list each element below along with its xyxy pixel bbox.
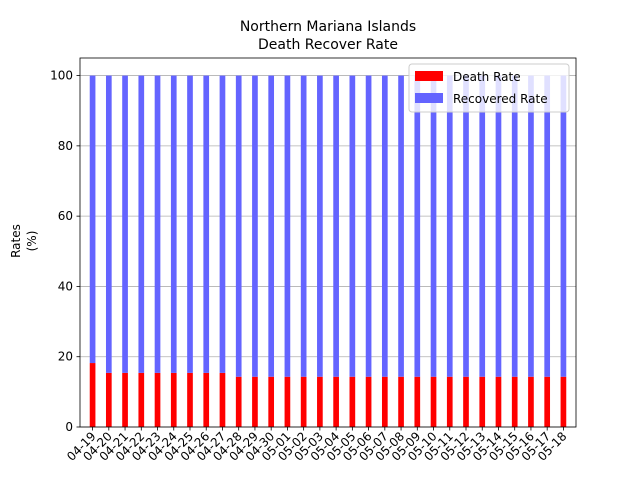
bar-recovered-rate [170,75,177,373]
bar-recovered-rate [349,75,356,377]
bar-recovered-rate [528,75,534,377]
y-tick-label: 60 [58,209,73,223]
bar-death-rate [203,372,210,427]
legend: Death Rate Recovered Rate [408,63,570,113]
axes [79,57,577,428]
legend-box [408,63,570,113]
bar-recovered-rate [365,75,372,377]
bar-death-rate [154,372,161,427]
legend-swatch [415,71,443,81]
bar-death-rate [528,376,534,427]
y-tick-label: 0 [65,420,73,434]
legend-label: Recovered Rate [453,92,548,106]
bar-recovered-rate [495,75,502,377]
bar-recovered-rate [284,75,291,377]
bar-recovered-rate [203,75,210,373]
bar-recovered-rate [463,75,469,377]
legend-swatch [415,93,443,103]
bar-recovered-rate [187,75,193,373]
bar-death-rate [511,376,518,427]
bar-death-rate [187,372,193,427]
bar-death-rate [219,372,226,427]
bar-death-rate [268,376,275,427]
x-ticks: 04-1904-2004-2104-2204-2304-2404-2504-26… [64,427,570,464]
bar-recovered-rate [105,75,112,373]
bar-recovered-rate [317,75,323,377]
bar-recovered-rate [560,75,567,377]
bar-death-rate [284,376,291,427]
bar-death-rate [138,372,145,427]
y-axis-label-text: Rates [9,224,23,258]
chart-title: Northern Mariana Islands [240,19,416,35]
bar-recovered-rate [446,75,453,377]
y-tick-label: 20 [58,350,73,364]
bar-death-rate [235,376,242,427]
bar-death-rate [317,376,323,427]
bar-death-rate [252,376,258,427]
y-ticks: 0 20 40 60 80 100 [50,69,80,434]
bar-recovered-rate [398,75,404,377]
bar-death-rate [300,376,307,427]
bar-death-rate [560,376,567,427]
bar-recovered-rate [300,75,307,377]
y-tick-label: 40 [58,279,73,293]
y-tick-label: 100 [50,69,73,83]
bar-recovered-rate [268,75,275,377]
bar-death-rate [170,372,177,427]
bar-recovered-rate [154,75,161,373]
bar-death-rate [349,376,356,427]
bar-death-rate [463,376,469,427]
y-axis-label: Rates (%) [9,224,39,258]
bar-death-rate [89,363,96,427]
chart-subtitle: Death Recover Rate [258,37,398,53]
bar-recovered-rate [235,75,242,377]
bar-recovered-rate [138,75,145,373]
bar-death-rate [479,376,486,427]
bars [89,75,567,427]
bar-death-rate [544,376,551,427]
bar-death-rate [105,372,112,427]
bar-death-rate [495,376,502,427]
bar-recovered-rate [252,75,258,377]
bar-death-rate [381,376,388,427]
bar-recovered-rate [479,75,486,377]
bar-death-rate [365,376,372,427]
bar-recovered-rate [333,75,339,377]
bar-death-rate [398,376,404,427]
bar-recovered-rate [219,75,226,373]
plot-frame [79,57,577,428]
bar-death-rate [122,372,128,427]
bar-recovered-rate [544,75,551,377]
bar-death-rate [414,376,421,427]
bar-death-rate [446,376,453,427]
bar-death-rate [430,376,437,427]
y-tick-label: 80 [58,139,73,153]
bar-recovered-rate [122,75,128,373]
bar-recovered-rate [430,75,437,377]
bar-recovered-rate [414,75,421,377]
y-axis-label-unit: (%) [25,231,39,252]
bar-death-rate [333,376,339,427]
bar-recovered-rate [89,75,96,364]
bar-recovered-rate [381,75,388,377]
bar-recovered-rate [511,75,518,377]
legend-label: Death Rate [453,70,521,84]
